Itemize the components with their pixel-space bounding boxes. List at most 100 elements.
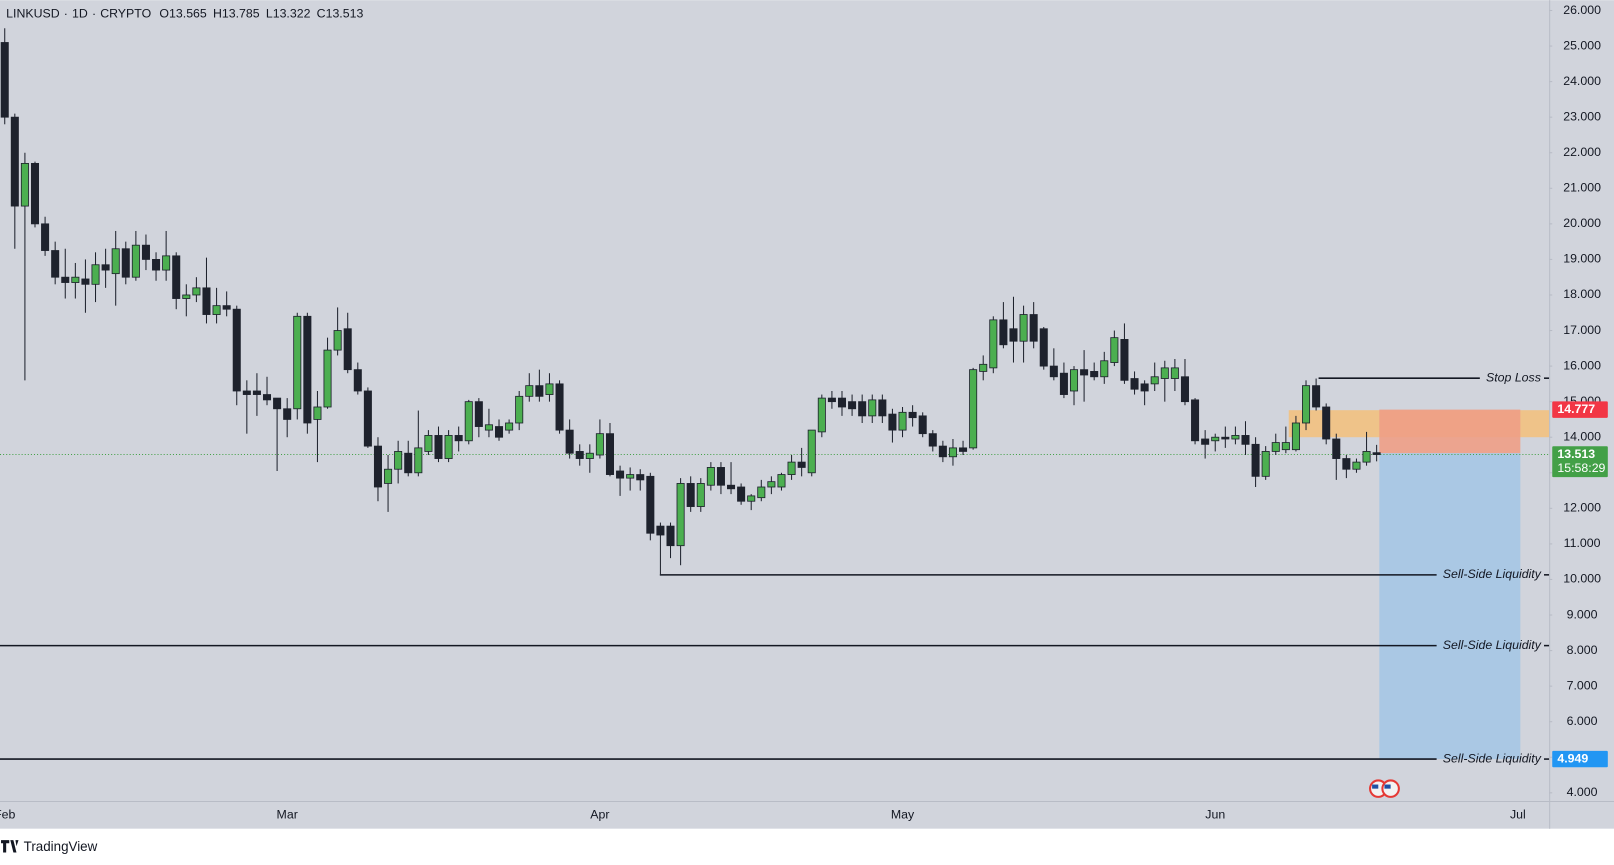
- candle-body: [232, 308, 241, 392]
- candle-body: [1281, 442, 1290, 451]
- flag-icon-part: [1372, 784, 1379, 789]
- candle-body: [1080, 369, 1089, 376]
- candle-body: [474, 401, 483, 427]
- ohlc-value: 13.513: [326, 7, 364, 21]
- candle-body: [1039, 328, 1048, 367]
- candle-body: [848, 401, 857, 410]
- brand-name: TradingView: [24, 839, 98, 854]
- exchange: CRYPTO: [100, 7, 151, 21]
- axes: 4.0005.0006.0007.0008.0009.00010.00011.0…: [0, 3, 1608, 822]
- candle-body: [1302, 385, 1311, 424]
- ohlc-value: 13.565: [169, 7, 207, 21]
- candle-body: [192, 287, 201, 296]
- level-label: Sell-Side Liquidity: [1443, 751, 1542, 765]
- y-tick-label: 9.000: [1567, 607, 1598, 621]
- candle-body: [1261, 451, 1270, 477]
- candle-body: [1251, 443, 1260, 477]
- candle-body: [454, 435, 463, 442]
- candle-body: [1231, 435, 1240, 440]
- level-label: Stop Loss: [1486, 370, 1541, 384]
- candle-body: [1090, 371, 1099, 378]
- candle-body: [273, 397, 282, 410]
- candle-body: [989, 319, 998, 369]
- candle-body: [716, 467, 725, 486]
- candle-body: [343, 328, 352, 371]
- candle-body: [1140, 383, 1149, 392]
- candle-body: [1160, 367, 1169, 379]
- candle-body: [202, 287, 211, 315]
- candle-body: [585, 452, 594, 459]
- candle-body: [131, 244, 140, 278]
- y-tick-label: 4.000: [1567, 785, 1598, 799]
- candle-body: [999, 319, 1008, 346]
- candle-body: [969, 369, 978, 449]
- candle-body: [313, 406, 322, 420]
- candle-body: [20, 162, 29, 207]
- candle-body: [434, 435, 443, 459]
- candle-body: [384, 468, 393, 484]
- candle-body: [595, 433, 604, 456]
- candle-body: [333, 330, 342, 351]
- candle-body: [686, 483, 695, 507]
- candle-body: [747, 495, 756, 502]
- target-price-badge: 4.949: [1557, 751, 1588, 765]
- separator: ·: [64, 7, 68, 21]
- y-tick-label: 25.000: [1563, 38, 1601, 52]
- candle-body: [404, 452, 413, 474]
- symbol-header: LINKUSD · 1D · CRYPTO O13.565 H13.785 L13.322 C1…: [6, 7, 363, 21]
- candle-body: [777, 474, 786, 488]
- candle-body: [616, 470, 625, 479]
- candle-body: [575, 451, 584, 459]
- candle-body: [605, 433, 614, 475]
- candle-body: [656, 525, 665, 536]
- candle-body: [787, 461, 796, 475]
- x-tick-label: May: [891, 808, 915, 822]
- candle-body: [979, 363, 988, 372]
- last-price-badge-countdown: 15:58:29: [1557, 461, 1605, 475]
- position-target-area: [1379, 453, 1521, 760]
- y-tick-label: 7.000: [1567, 678, 1598, 692]
- y-tick-label: 26.000: [1563, 3, 1601, 17]
- candle-body: [908, 411, 917, 419]
- candle-body: [827, 397, 836, 403]
- candle-body: [797, 461, 806, 468]
- candle-body: [888, 413, 897, 431]
- candle-body: [182, 294, 191, 299]
- x-tick-label: Apr: [590, 808, 609, 822]
- candle-body: [1342, 458, 1351, 470]
- candle-body: [1332, 438, 1341, 459]
- candle-body: [1150, 376, 1159, 385]
- candle-body: [353, 369, 362, 392]
- y-tick-label: 11.000: [1564, 536, 1601, 550]
- ohlc-label: L: [266, 7, 273, 21]
- candle-body: [1271, 442, 1280, 452]
- candle-body: [948, 447, 957, 458]
- candle-body: [1211, 436, 1220, 442]
- candle-body: [1312, 385, 1321, 408]
- y-tick-label: 8.000: [1567, 643, 1598, 657]
- x-tick-label: Jul: [1510, 808, 1526, 822]
- candle-body: [152, 259, 161, 271]
- candle-body: [444, 435, 453, 459]
- candle-body: [242, 390, 251, 395]
- ohlc-value: 13.785: [222, 7, 260, 21]
- candle-body: [1049, 365, 1058, 378]
- candle-body: [928, 433, 937, 447]
- candle-body: [414, 447, 423, 474]
- y-tick-label: 19.000: [1563, 252, 1601, 266]
- level-label: Sell-Side Liquidity: [1443, 638, 1542, 652]
- candle-body: [303, 315, 312, 424]
- candle-body: [565, 429, 574, 454]
- event-flags: [1369, 779, 1400, 798]
- y-tick-label: 20.000: [1563, 216, 1601, 230]
- candle-body: [1221, 436, 1230, 440]
- candle-body: [424, 435, 433, 452]
- candle-body: [1170, 367, 1179, 379]
- candle-body: [555, 383, 564, 431]
- candle-body: [162, 255, 171, 271]
- candle-body: [1120, 339, 1129, 381]
- candle-body: [323, 349, 332, 408]
- candle-body: [1019, 314, 1028, 342]
- symbol: LINKUSD: [6, 7, 60, 21]
- y-tick-label: 22.000: [1563, 145, 1601, 159]
